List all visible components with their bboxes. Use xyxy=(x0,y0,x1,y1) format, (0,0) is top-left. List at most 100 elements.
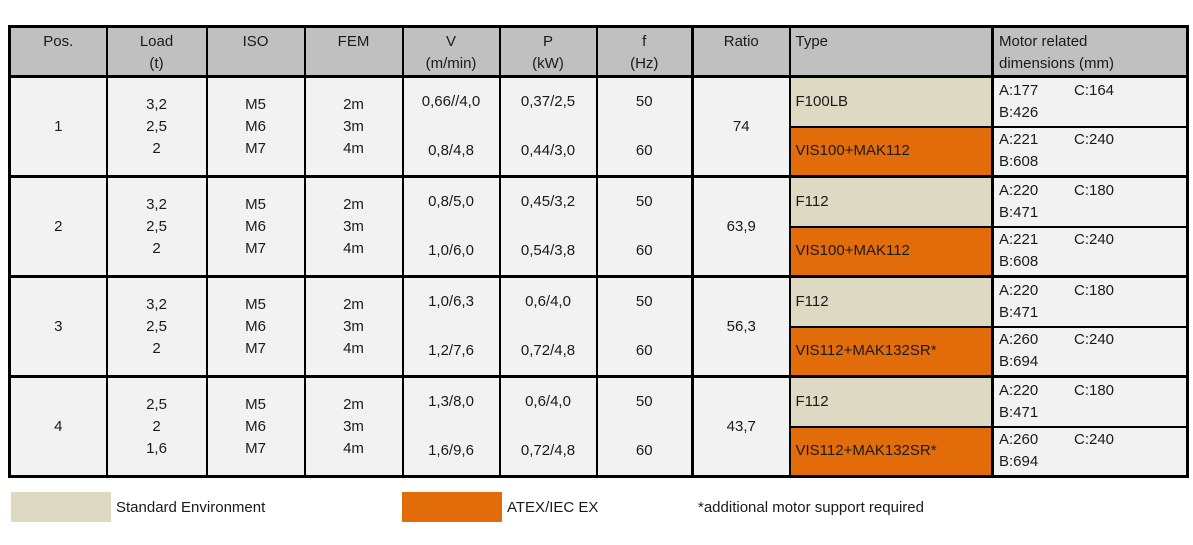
v-cell-50hz: 0,8/5,0 xyxy=(401,175,501,227)
load-value: 3,2 xyxy=(146,195,167,213)
load-value: 2,5 xyxy=(146,217,167,235)
fem-value: 3m xyxy=(343,217,364,235)
dim-b: B:694 xyxy=(999,453,1039,471)
dim-b: B:471 xyxy=(999,303,1039,321)
pos-cell: 3 xyxy=(8,275,108,378)
fem-value: 3m xyxy=(343,417,364,435)
iso-value: M7 xyxy=(245,139,266,157)
iso-value: M6 xyxy=(245,417,266,435)
fem-value: 3m xyxy=(343,317,364,335)
iso-value: M5 xyxy=(245,395,266,413)
dims-cell: A:260 C:240 B:694 xyxy=(991,325,1189,378)
f-cell-50hz: 50 xyxy=(595,275,694,327)
load-value: 1,6 xyxy=(146,439,167,457)
header-v-line1: V xyxy=(445,33,456,50)
dims-cell: A:220 C:180 B:471 xyxy=(991,175,1189,228)
header-load-line2: (t) xyxy=(149,55,164,72)
header-dims: Motor related dimensions (mm) xyxy=(991,25,1189,78)
dims-line1: A:220 C:180 xyxy=(999,380,1186,402)
dim-a: A:220 xyxy=(999,181,1039,199)
header-f-line2: (Hz) xyxy=(630,55,659,72)
load-value: 2,5 xyxy=(146,317,167,335)
dim-b: B:694 xyxy=(999,353,1039,371)
iso-value: M7 xyxy=(245,239,266,257)
type-cell-standard: F112 xyxy=(788,275,994,328)
dim-c: C:240 xyxy=(1074,331,1115,349)
dims-cell: A:221 C:240 B:608 xyxy=(991,125,1189,178)
p-cell-60hz: 0,72/4,8 xyxy=(498,326,598,378)
dim-b: B:426 xyxy=(999,103,1039,121)
legend-standard-swatch xyxy=(11,492,111,522)
header-iso: ISO xyxy=(205,25,306,78)
ratio-cell: 43,7 xyxy=(691,375,791,478)
type-cell-atex: VIS100+MAK112 xyxy=(788,225,994,278)
dim-c: C:180 xyxy=(1074,281,1115,299)
p-cell-50hz: 0,6/4,0 xyxy=(498,375,598,427)
dims-line1: A:260 C:240 xyxy=(999,429,1186,451)
dim-a: A:260 xyxy=(999,331,1039,349)
header-row: Pos. Load (t) ISO FEM V (m/min) P (kW) f… xyxy=(8,25,1189,78)
table-row: 0,8/4,8 0,44/3,0 60 VIS100+MAK112 A:221 C… xyxy=(10,125,1189,178)
load-value: 2,5 xyxy=(146,117,167,135)
load-value: 3,2 xyxy=(146,295,167,313)
header-v-line2: (m/min) xyxy=(425,55,477,72)
type-cell-atex: VIS112+MAK132SR* xyxy=(788,425,994,478)
header-p-line1: P xyxy=(542,33,553,50)
iso-value: M7 xyxy=(245,439,266,457)
fem-value: 4m xyxy=(343,439,364,457)
v-cell-60hz: 1,2/7,6 xyxy=(401,326,501,378)
v-cell-50hz: 0,66//4,0 xyxy=(401,75,501,127)
legend-standard-label: Standard Environment xyxy=(116,499,266,516)
dim-a: A:177 xyxy=(999,81,1039,99)
header-v: V (m/min) xyxy=(401,25,501,78)
header-load-line1: Load xyxy=(139,33,174,50)
table-row: 3 3,2 2,5 2 M5 M6 M7 2m 3m 4m 1,0/6,3 0,… xyxy=(8,275,1189,378)
dim-a: A:221 xyxy=(999,231,1039,249)
ratio-cell: 74 xyxy=(691,75,791,178)
pos-cell: 4 xyxy=(8,375,108,478)
dim-a: A:260 xyxy=(999,431,1039,449)
dim-b: B:471 xyxy=(999,203,1039,221)
table-row: 1,2/7,6 0,72/4,8 60 VIS112+MAK132SR* A:2… xyxy=(10,325,1189,378)
header-p-line2: (kW) xyxy=(532,55,564,72)
f-cell-60hz: 60 xyxy=(595,226,694,278)
f-cell-50hz: 50 xyxy=(595,75,694,127)
header-p: P (kW) xyxy=(498,25,598,78)
iso-value: M5 xyxy=(245,195,266,213)
table-row: 1 3,2 2,5 2 M5 M6 M7 2m 3m 4m 0,66//4,0 … xyxy=(8,75,1189,178)
legend-atex-label: ATEX/IEC EX xyxy=(507,499,599,516)
load-cell: 2,5 2 1,6 xyxy=(105,375,208,478)
load-cell: 3,2 2,5 2 xyxy=(105,275,208,378)
dims-line1: A:220 C:180 xyxy=(999,280,1186,302)
fem-value: 4m xyxy=(343,339,364,357)
table-row: 2 3,2 2,5 2 M5 M6 M7 2m 3m 4m 0,8/5,0 0,… xyxy=(8,175,1189,278)
dims-cell: A:177 C:164 B:426 xyxy=(991,75,1189,128)
dims-line1: A:260 C:240 xyxy=(999,329,1186,351)
header-type: Type xyxy=(788,25,994,78)
iso-cell: M5 M6 M7 xyxy=(205,75,306,178)
iso-value: M6 xyxy=(245,117,266,135)
fem-value: 2m xyxy=(343,95,364,113)
dim-a: A:221 xyxy=(999,131,1039,149)
load-value: 2 xyxy=(152,339,161,357)
v-cell-60hz: 1,0/6,0 xyxy=(401,226,501,278)
legend-footnote: *additional motor support required xyxy=(698,499,924,516)
p-cell-50hz: 0,37/2,5 xyxy=(498,75,598,127)
table-row: 4 2,5 2 1,6 M5 M6 M7 2m 3m 4m 1,3/8,0 0,… xyxy=(8,375,1189,478)
header-pos: Pos. xyxy=(8,25,108,78)
iso-cell: M5 M6 M7 xyxy=(205,375,306,478)
f-cell-60hz: 60 xyxy=(595,326,694,378)
dim-b: B:471 xyxy=(999,403,1039,421)
fem-value: 2m xyxy=(343,195,364,213)
iso-value: M6 xyxy=(245,217,266,235)
dim-c: C:164 xyxy=(1074,81,1115,99)
dims-cell: A:220 C:180 B:471 xyxy=(991,275,1189,328)
header-fem: FEM xyxy=(303,25,404,78)
dims-line1: A:221 C:240 xyxy=(999,229,1186,251)
fem-cell: 2m 3m 4m xyxy=(303,75,404,178)
p-cell-60hz: 0,72/4,8 xyxy=(498,426,598,478)
type-cell-standard: F112 xyxy=(788,175,994,228)
iso-cell: M5 M6 M7 xyxy=(205,275,306,378)
iso-value: M7 xyxy=(245,339,266,357)
